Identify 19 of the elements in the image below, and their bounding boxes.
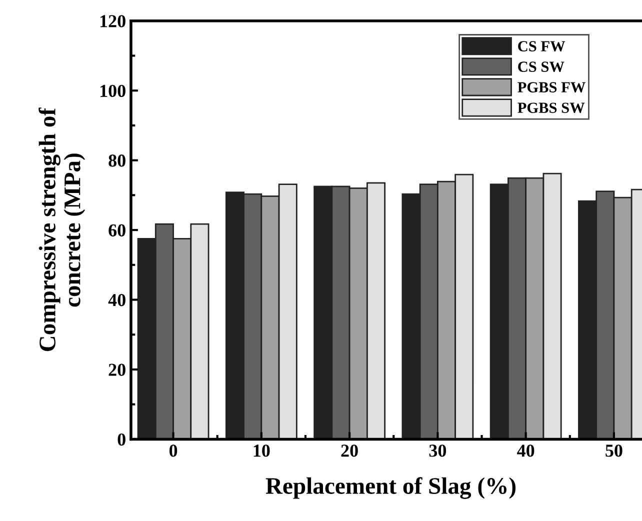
- y-tick-label: 120: [100, 15, 126, 28]
- legend-label: PGBS SW: [518, 102, 585, 114]
- legend-label: PGBS FW: [518, 82, 586, 93]
- x-tick-label: 50: [606, 444, 622, 457]
- legend-label: CS FW: [518, 41, 566, 52]
- y-axis-title: Compressive strength of concrete (MPa): [38, 108, 86, 352]
- x-tick-label: 10: [254, 444, 270, 457]
- y-tick-label: 20: [108, 364, 126, 376]
- y-tick-label: 80: [108, 154, 126, 167]
- y-tick-label: 100: [100, 84, 126, 98]
- y-tick-label: 0: [118, 433, 126, 446]
- y-tick-label: 40: [108, 294, 126, 306]
- x-tick-label: 40: [517, 444, 534, 457]
- y-tick-label: 60: [108, 224, 126, 236]
- x-axis-title: Replacement of Slag (%): [266, 477, 516, 499]
- legend-label: CS SW: [518, 62, 564, 72]
- x-tick-label: 30: [429, 444, 446, 457]
- x-tick-label: 0: [169, 444, 178, 457]
- x-tick-label: 20: [341, 444, 358, 457]
